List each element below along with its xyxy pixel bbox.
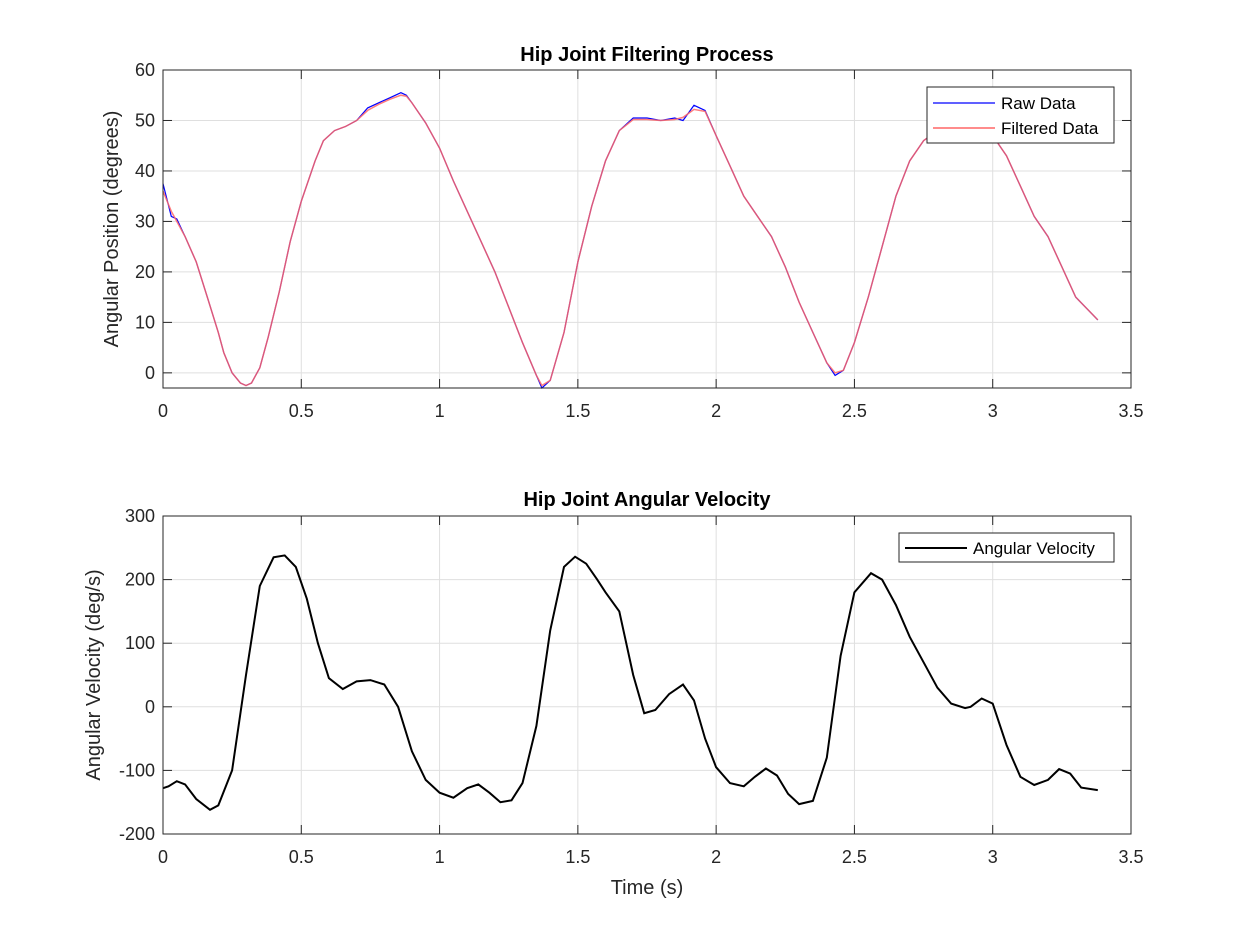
velocity-chart-title: Hip Joint Angular Velocity: [523, 489, 771, 511]
velocity-x-tick-label: 3: [988, 847, 998, 867]
velocity-y-tick-label: 200: [125, 570, 155, 590]
velocity-x-tick-label: 0: [158, 847, 168, 867]
velocity-chart: 0 0.5 1 1.5 2 2.5 3 3.5 -200 -100 0 100 200 300 Hip J…: [83, 489, 1144, 899]
velocity-x-tick-label: 1.5: [565, 847, 590, 867]
velocity-x-tick-label: 2.5: [842, 847, 867, 867]
velocity-x-tick-label: 2: [711, 847, 721, 867]
velocity-y-axis-label: Angular Velocity (deg/s): [83, 569, 105, 780]
velocity-x-axis-label: Time (s): [611, 877, 684, 899]
velocity-y-tick-label: -100: [119, 760, 155, 780]
velocity-y-tick-label: 100: [125, 633, 155, 653]
position-x-tick-label: 3: [988, 401, 998, 421]
velocity-lines: [162, 554, 1098, 811]
position-ticks: 0 0.5 1 1.5 2 2.5 3 3.5 0 10 20 30 40 50 60: [135, 60, 1144, 421]
position-y-axis-label: Angular Position (degrees): [101, 111, 123, 348]
position-chart: 0 0.5 1 1.5 2 2.5 3 3.5 0 10 20 30 40 50 60 Hip Joint …: [101, 44, 1144, 421]
angular-velocity-line: [162, 554, 1098, 811]
position-x-tick-label: 1: [435, 401, 445, 421]
position-x-tick-label: 1.5: [565, 401, 590, 421]
position-axes-frame: [162, 69, 1132, 389]
legend-raw-label: Raw Data: [1001, 94, 1076, 113]
filtered-data-line: [162, 94, 1099, 387]
position-x-tick-label: 2: [711, 401, 721, 421]
position-lines: [162, 92, 1099, 390]
position-y-tick-label: 60: [135, 60, 155, 80]
position-y-tick-label: 20: [135, 262, 155, 282]
position-legend: Raw Data Filtered Data: [926, 86, 1115, 144]
position-y-tick-label: 30: [135, 211, 155, 231]
velocity-x-tick-label: 1: [435, 847, 445, 867]
velocity-y-tick-label: -200: [119, 824, 155, 844]
position-legend-box: [926, 86, 1115, 144]
position-x-tick-label: 3.5: [1118, 401, 1143, 421]
position-y-tick-label: 40: [135, 161, 155, 181]
position-x-tick-label: 0: [158, 401, 168, 421]
velocity-axes-frame: [162, 515, 1132, 835]
velocity-plot-area: [163, 516, 1131, 834]
position-chart-title: Hip Joint Filtering Process: [520, 44, 773, 66]
position-x-tick-label: 2.5: [842, 401, 867, 421]
legend-filtered-label: Filtered Data: [1001, 119, 1099, 138]
velocity-x-tick-label: 0.5: [289, 847, 314, 867]
velocity-y-tick-label: 300: [125, 506, 155, 526]
position-x-tick-label: 0.5: [289, 401, 314, 421]
position-y-tick-label: 10: [135, 312, 155, 332]
velocity-x-tick-label: 3.5: [1118, 847, 1143, 867]
position-y-tick-label: 0: [145, 363, 155, 383]
velocity-ticks: 0 0.5 1 1.5 2 2.5 3 3.5 -200 -100 0 100 200 300: [119, 506, 1144, 867]
legend-velocity-label: Angular Velocity: [973, 539, 1095, 558]
velocity-y-tick-label: 0: [145, 697, 155, 717]
position-y-tick-label: 50: [135, 110, 155, 130]
velocity-legend: Angular Velocity: [898, 532, 1115, 563]
